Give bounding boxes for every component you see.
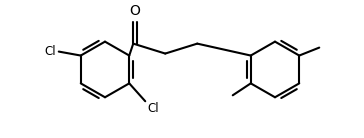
Text: O: O (129, 4, 140, 18)
Text: Cl: Cl (147, 102, 159, 115)
Text: Cl: Cl (44, 45, 56, 58)
